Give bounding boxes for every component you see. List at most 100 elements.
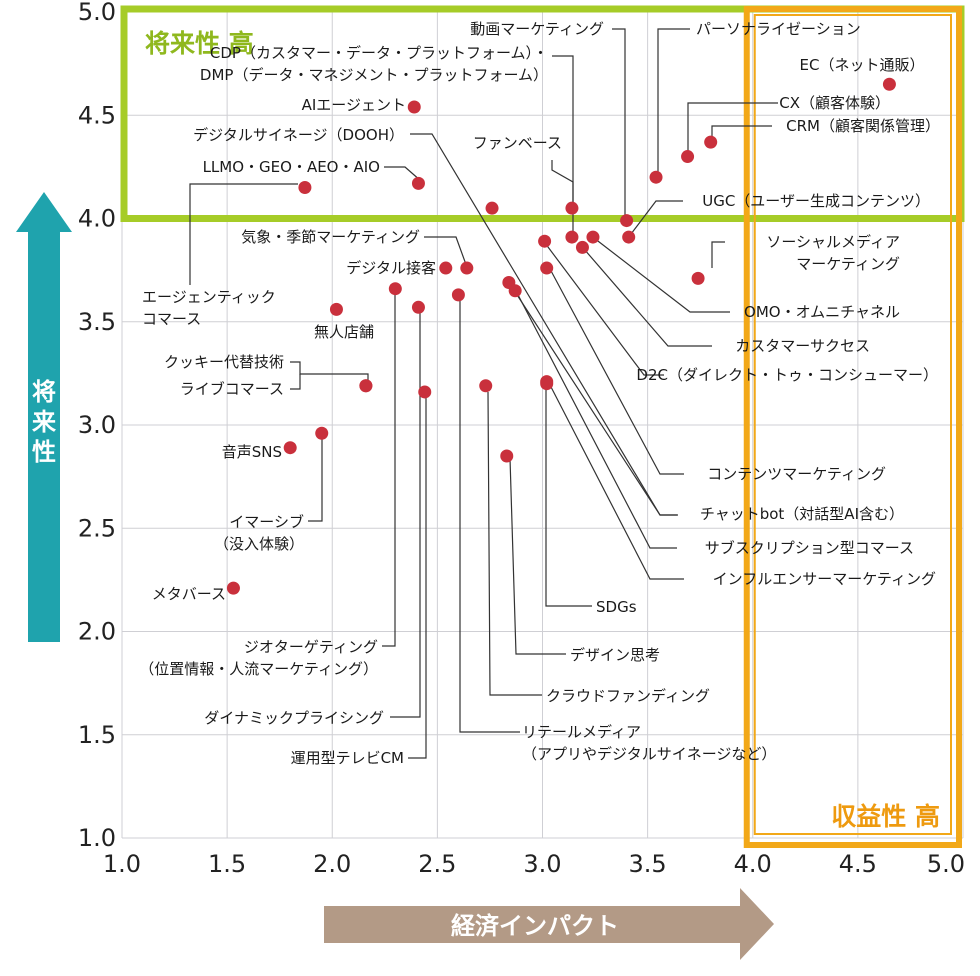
x-axis-arrow xyxy=(324,888,774,960)
data-point xyxy=(298,181,312,195)
leader-line xyxy=(410,133,678,516)
point-label: コンテンツマーケティング xyxy=(707,465,886,483)
leader-line xyxy=(612,28,626,222)
leader-line xyxy=(384,166,422,182)
data-point xyxy=(359,379,373,393)
data-point xyxy=(460,261,474,275)
data-point xyxy=(485,201,499,215)
data-point xyxy=(565,201,579,215)
point-label-line: リテールメディア xyxy=(522,723,641,741)
y-tick-label: 3.0 xyxy=(78,411,116,439)
data-point xyxy=(540,375,554,389)
leader-line xyxy=(424,236,469,271)
point-label: UGC（ユーザー生成コンテンツ） xyxy=(702,192,930,210)
leader-line xyxy=(509,283,677,516)
point-label-line: マーケティング xyxy=(796,255,900,273)
point-label-line: DMP（データ・マネジメント・プラットフォーム） xyxy=(200,66,548,84)
leader-line xyxy=(509,457,566,655)
point-label: クラウドファンディング xyxy=(546,687,710,705)
point-label: SDGs xyxy=(596,598,637,616)
data-point xyxy=(411,300,425,314)
region-label-profit-high: 収益性 高 xyxy=(831,802,940,831)
point-label: CDP（カスタマー・データ・プラットフォーム）・ DMP（データ・マネジメント・プ… xyxy=(200,44,548,84)
data-point xyxy=(439,261,453,275)
data-point xyxy=(479,379,493,393)
leader-line xyxy=(308,436,323,522)
point-label: 運用型テレビCM xyxy=(291,749,404,767)
leader-line xyxy=(711,125,772,141)
point-label-line: （位置情報・人流マーケティング） xyxy=(139,660,378,678)
data-point xyxy=(418,385,432,399)
point-label: サブスクリプション型コマース xyxy=(705,539,914,557)
data-point xyxy=(500,449,514,463)
point-label: D2C（ダイレクト・トゥ・コンシューマー） xyxy=(636,366,938,384)
point-label: ジオターゲティング （位置情報・人流マーケティング） xyxy=(139,638,378,678)
point-label: LLMO・GEO・AEO・AIO xyxy=(203,158,380,176)
y-axis-label-char: 将 xyxy=(32,378,56,406)
point-label-line: ジオターゲティング xyxy=(244,638,378,656)
point-label: デザイン思考 xyxy=(570,646,660,664)
data-point xyxy=(691,271,705,285)
leader-line xyxy=(545,385,592,607)
x-tick-label: 2.5 xyxy=(418,850,456,878)
leader-line xyxy=(390,310,421,718)
leader-line xyxy=(290,361,369,389)
leader-line xyxy=(189,183,298,285)
y-tick-label: 1.0 xyxy=(78,824,116,852)
leader-line xyxy=(551,160,574,238)
point-label: ライブコマース xyxy=(180,380,284,398)
point-label-line: コマース xyxy=(142,310,201,328)
x-tick-label: 5.0 xyxy=(927,850,965,878)
data-point xyxy=(388,282,402,296)
data-point xyxy=(411,176,425,190)
point-label: ファンベース xyxy=(473,134,562,152)
y-tick-label: 4.0 xyxy=(78,205,116,233)
leader-line xyxy=(290,374,301,390)
leader-line xyxy=(408,396,427,759)
y-tick-label: 5.0 xyxy=(78,0,116,26)
data-point xyxy=(315,426,329,440)
leader-line xyxy=(627,200,683,239)
x-tick-label: 4.5 xyxy=(839,850,877,878)
leader-line xyxy=(657,28,690,176)
leader-layer xyxy=(189,28,778,759)
y-axis-label-char: 来 xyxy=(32,408,57,436)
point-label: 気象・季節マーケティング xyxy=(241,228,420,246)
point-label: パーソナライゼーション xyxy=(696,20,861,38)
point-label: リテールメディア （アプリやデジタルサイネージなど） xyxy=(522,723,776,763)
x-tick-label: 3.0 xyxy=(523,850,561,878)
region-profit-high-outer xyxy=(743,6,962,848)
data-point xyxy=(575,240,589,254)
x-tick-label: 3.5 xyxy=(629,850,667,878)
leader-line xyxy=(544,242,664,376)
y-tick-label: 2.0 xyxy=(78,618,116,646)
leader-line xyxy=(711,241,725,268)
data-point xyxy=(538,234,552,248)
leader-line xyxy=(549,268,684,475)
data-point xyxy=(704,135,718,149)
point-label: 音声SNS xyxy=(222,443,282,461)
leader-line xyxy=(593,237,730,313)
leader-line xyxy=(583,248,712,347)
leader-line xyxy=(487,391,542,696)
y-tick-label: 4.5 xyxy=(78,101,116,129)
data-point xyxy=(329,302,343,316)
point-label: カスタマーサクセス xyxy=(735,337,870,355)
leader-line xyxy=(459,297,520,733)
point-label: OMO・オムニチャネル xyxy=(744,303,900,321)
point-label: イマーシブ （没入体験） xyxy=(214,513,304,553)
point-label-line: （アプリやデジタルサイネージなど） xyxy=(522,745,776,763)
data-point xyxy=(508,284,522,298)
point-label: メタバース xyxy=(152,585,226,603)
point-label: ダイナミックプライシング xyxy=(204,709,384,727)
data-point xyxy=(586,230,600,244)
y-tick-label: 1.5 xyxy=(78,721,116,749)
leader-line xyxy=(687,102,778,155)
leader-line xyxy=(382,291,396,647)
y-axis-arrow xyxy=(16,192,72,642)
point-label: チャットbot（対話型AI含む） xyxy=(700,505,904,523)
data-point xyxy=(451,288,465,302)
point-label: CX（顧客体験） xyxy=(779,94,890,112)
data-point xyxy=(681,150,695,164)
